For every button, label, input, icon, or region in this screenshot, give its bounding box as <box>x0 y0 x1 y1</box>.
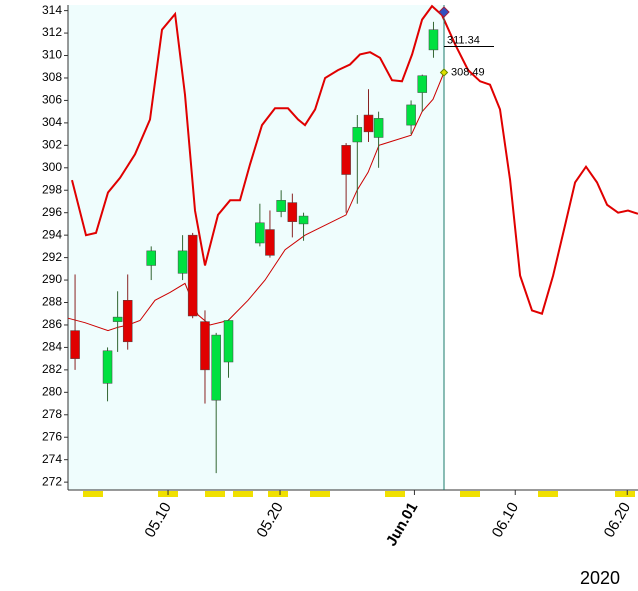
y-tick-label: 274 <box>42 452 62 466</box>
candle-body <box>373 118 384 138</box>
weekend-marker <box>538 491 558 497</box>
y-tick-label: 292 <box>42 250 62 264</box>
candle-body <box>341 145 351 175</box>
candle-body <box>287 202 298 222</box>
history-shade <box>68 5 445 490</box>
candle-body <box>187 234 198 317</box>
year-label: 2020 <box>580 568 620 588</box>
overlay-line <box>71 4 638 315</box>
candle-body <box>177 250 188 274</box>
y-tick-label: 276 <box>42 429 62 443</box>
y-tick-label: 288 <box>42 295 62 309</box>
candle-body <box>363 114 374 133</box>
candle-body <box>211 334 221 401</box>
y-tick-label: 286 <box>42 317 62 331</box>
cursor-diamond <box>438 6 450 18</box>
weekend-marker <box>205 491 225 497</box>
candle-body <box>112 316 123 322</box>
candle-body <box>406 104 416 126</box>
y-tick-label: 278 <box>42 407 62 421</box>
y-tick-label: 312 <box>42 25 62 39</box>
y-tick-label: 304 <box>42 115 62 129</box>
annotation-marker <box>439 68 449 77</box>
candle-body <box>223 320 234 363</box>
y-tick-label: 302 <box>42 138 62 152</box>
candle-body <box>298 215 309 225</box>
y-tick-label: 284 <box>42 340 62 354</box>
weekend-marker <box>385 491 405 497</box>
weekend-marker <box>460 491 480 497</box>
weekend-marker <box>615 491 635 497</box>
y-tick-label: 290 <box>42 272 62 286</box>
y-tick-label: 296 <box>42 205 62 219</box>
y-tick-label: 298 <box>42 182 62 196</box>
weekend-marker <box>310 491 330 497</box>
annotation-label: 311.34 <box>447 34 480 46</box>
candle-body <box>200 321 210 371</box>
candle-body <box>352 127 363 143</box>
y-tick-label: 282 <box>42 362 62 376</box>
candle-body <box>146 250 156 266</box>
y-tick-label: 306 <box>42 93 62 107</box>
candle-body <box>265 229 275 256</box>
candle-body <box>417 75 428 93</box>
y-tick-label: 314 <box>42 3 62 17</box>
candle-body <box>102 350 113 384</box>
y-tick-label: 294 <box>42 227 62 241</box>
annotation-label: 308.49 <box>451 66 485 78</box>
y-tick-label: 308 <box>42 70 62 84</box>
y-tick-label: 300 <box>42 160 62 174</box>
candle-body <box>122 300 133 343</box>
candle-body <box>276 200 286 212</box>
weekend-marker <box>268 491 288 497</box>
weekend-marker <box>233 491 253 497</box>
candle-body <box>70 330 80 359</box>
y-tick-label: 280 <box>42 384 62 398</box>
y-tick-label: 272 <box>42 474 62 488</box>
candle-body <box>255 222 265 244</box>
candle-body <box>428 29 439 51</box>
weekend-marker <box>83 491 103 497</box>
y-tick-label: 310 <box>42 48 62 62</box>
